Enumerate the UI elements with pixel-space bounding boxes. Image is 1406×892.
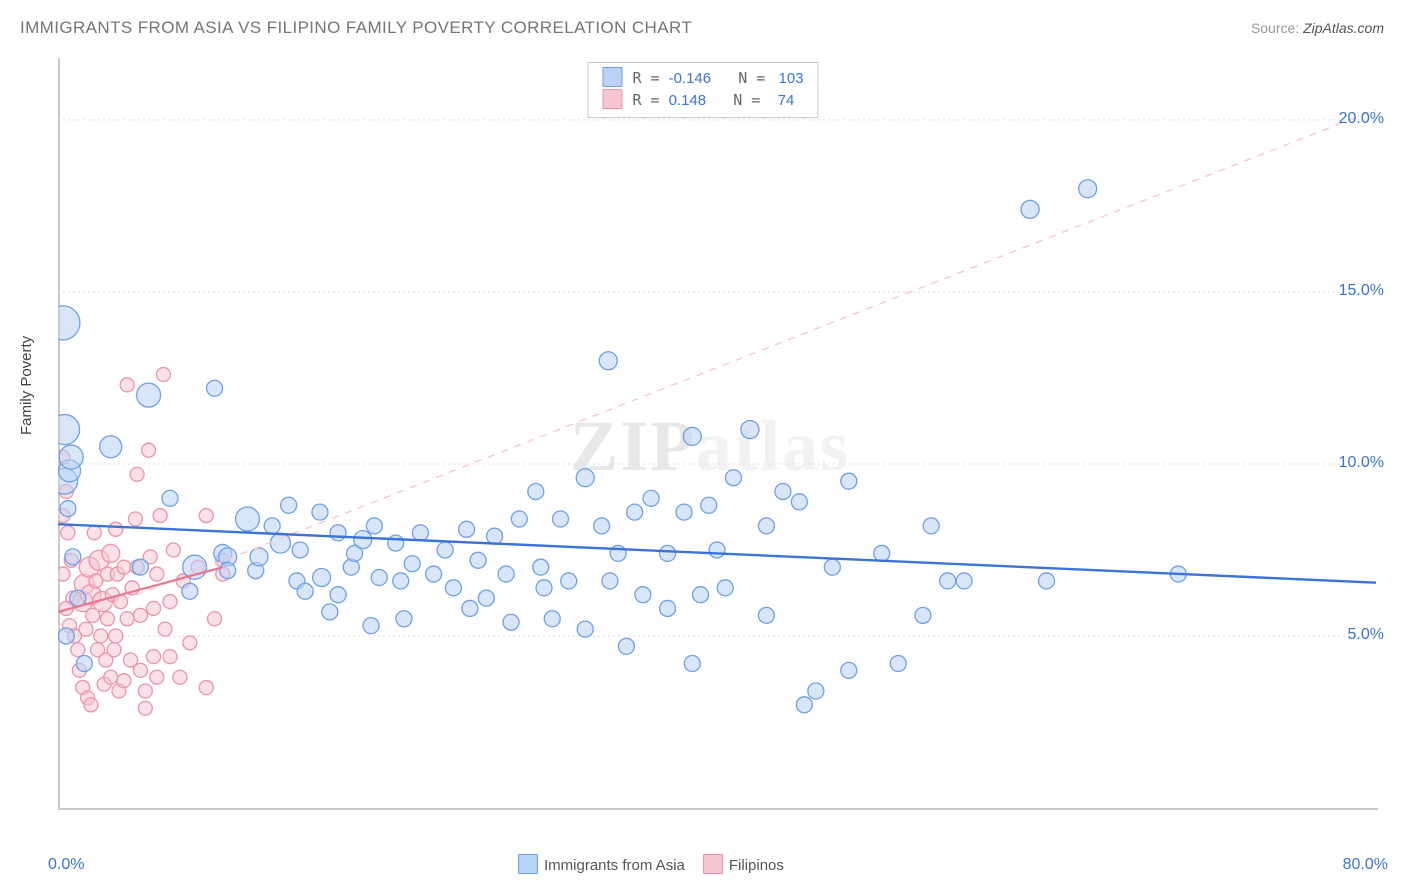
swatch-icon (602, 67, 622, 87)
swatch-icon (602, 89, 622, 109)
swatch-icon (703, 854, 723, 874)
correlation-box: R = -0.146 N = 103R = 0.148 N = 74 (587, 62, 818, 118)
plot-frame (58, 58, 1378, 810)
source-label: Source: (1251, 20, 1299, 36)
x-tick-left: 0.0% (48, 856, 84, 874)
y-tick-label: 10.0% (1339, 454, 1384, 472)
y-tick-label: 20.0% (1339, 110, 1384, 128)
source-value: ZipAtlas.com (1303, 20, 1384, 36)
legend-item: Immigrants from Asia (500, 857, 685, 874)
corr-row: R = 0.148 N = 74 (602, 89, 803, 111)
y-axis-label: Family Poverty (18, 336, 35, 435)
corr-row: R = -0.146 N = 103 (602, 67, 803, 89)
y-tick-label: 5.0% (1348, 626, 1384, 644)
chart-title: IMMIGRANTS FROM ASIA VS FILIPINO FAMILY … (20, 18, 692, 38)
chart-container: IMMIGRANTS FROM ASIA VS FILIPINO FAMILY … (0, 0, 1406, 892)
x-legend: Immigrants from AsiaFilipinos (500, 854, 784, 874)
y-tick-label: 15.0% (1339, 282, 1384, 300)
swatch-icon (518, 854, 538, 874)
legend-item: Filipinos (685, 857, 784, 874)
source-attribution: Source: ZipAtlas.com (1251, 20, 1384, 36)
x-tick-right: 80.0% (1343, 856, 1388, 874)
